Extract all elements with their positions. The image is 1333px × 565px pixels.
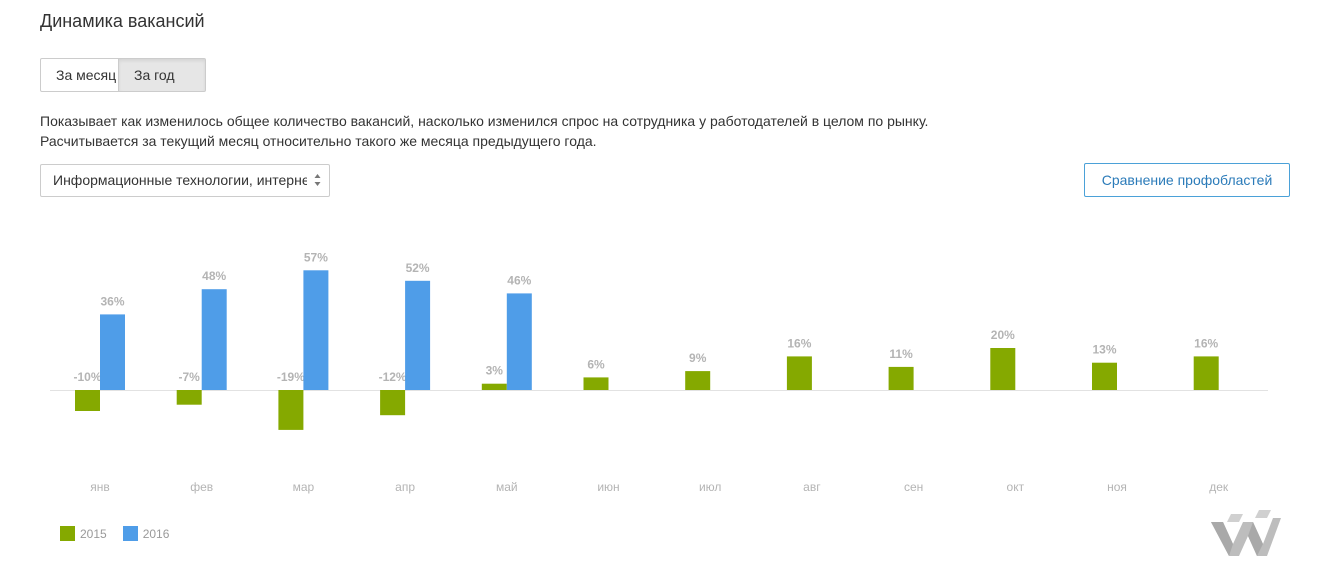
description-line-1: Показывает как изменилось общее количест… [40, 113, 929, 129]
period-toggle: За месяц За год [40, 58, 206, 92]
chart-description: Показывает как изменилось общее количест… [40, 111, 928, 151]
x-tick-label-1: янв [90, 480, 110, 494]
value-label-2015-9: 11% [889, 347, 913, 361]
bar-2015-4[interactable] [380, 390, 406, 416]
legend-label-2016: 2016 [142, 526, 170, 541]
bar-2015-12[interactable] [1193, 356, 1219, 390]
x-tick-label-12: дек [1209, 480, 1229, 494]
x-tick-label-7: июл [699, 480, 721, 494]
vacancy-dynamics-chart: -10% 36% янв -7% 48% фев -19% 57% мар -12% 52% апр 3… [50, 250, 1268, 494]
bar-2015-1[interactable] [75, 390, 100, 411]
chart-legend: 2015 2016 [60, 526, 185, 541]
x-tick-label-10: окт [1007, 480, 1025, 494]
bar-2016-3[interactable] [303, 270, 329, 390]
value-label-2016-5: 46% [507, 273, 531, 287]
value-label-2015-3: -19% [277, 370, 305, 384]
bar-2015-2[interactable] [176, 390, 202, 405]
bar-2016-4[interactable] [405, 280, 431, 390]
bar-2015-6[interactable] [583, 377, 609, 390]
value-label-2016-2: 48% [202, 269, 226, 283]
x-tick-label-5: май [496, 480, 518, 494]
up-down-arrows-icon [314, 174, 321, 186]
legend-label-2015: 2015 [80, 526, 107, 541]
profarea-select-value: Информационные технологии, интернет, тел… [53, 172, 307, 188]
bar-2015-9[interactable] [888, 366, 914, 390]
bar-2016-5[interactable] [506, 293, 532, 390]
bar-2016-2[interactable] [201, 289, 227, 390]
profarea-select[interactable]: Информационные технологии, интернет, тел… [40, 164, 330, 197]
bar-2015-7[interactable] [685, 371, 711, 390]
bar-2016-1[interactable] [100, 314, 125, 390]
value-label-2015-6: 6% [587, 357, 605, 371]
x-tick-label-4: апр [395, 480, 415, 494]
value-label-2015-5: 3% [486, 364, 504, 378]
compare-profareas-button[interactable]: Сравнение профобластей [1084, 163, 1290, 197]
value-label-2015-10: 20% [991, 328, 1015, 342]
value-label-2016-4: 52% [406, 261, 430, 275]
bar-2015-8[interactable] [786, 356, 812, 390]
value-label-2015-4: -12% [379, 370, 407, 384]
x-tick-label-11: ноя [1107, 480, 1127, 494]
x-tick-label-2: фев [190, 480, 213, 494]
value-label-2015-7: 9% [689, 351, 707, 365]
x-tick-label-6: июн [597, 480, 619, 494]
legend-item-2015: 2015 [60, 526, 107, 541]
legend-swatch-2015 [60, 526, 75, 541]
value-label-2015-2: -7% [179, 370, 201, 384]
bar-2015-3[interactable] [278, 390, 304, 430]
value-label-2015-12: 16% [1194, 336, 1218, 350]
month-tab-button[interactable]: За месяц [40, 58, 119, 92]
bar-2015-11[interactable] [1092, 362, 1117, 390]
logo-icon [1211, 510, 1281, 556]
value-label-2015-8: 16% [787, 336, 811, 350]
description-line-2: Расчитывается за текущий месяц относител… [40, 133, 597, 149]
x-tick-label-9: сен [904, 480, 923, 494]
value-label-2015-1: -10% [73, 370, 101, 384]
legend-swatch-2016 [122, 526, 138, 541]
value-label-2016-1: 36% [100, 294, 124, 308]
bar-2015-10[interactable] [990, 348, 1016, 390]
year-tab-button[interactable]: За год [119, 58, 206, 92]
x-tick-label-8: авг [803, 480, 821, 494]
value-label-2015-11: 13% [1092, 343, 1116, 357]
value-label-2016-3: 57% [304, 250, 328, 264]
bar-2015-5[interactable] [481, 383, 507, 390]
x-tick-label-3: мар [293, 480, 315, 494]
page-title: Динамика вакансий [40, 11, 205, 31]
legend-item-2016: 2016 [122, 526, 170, 541]
